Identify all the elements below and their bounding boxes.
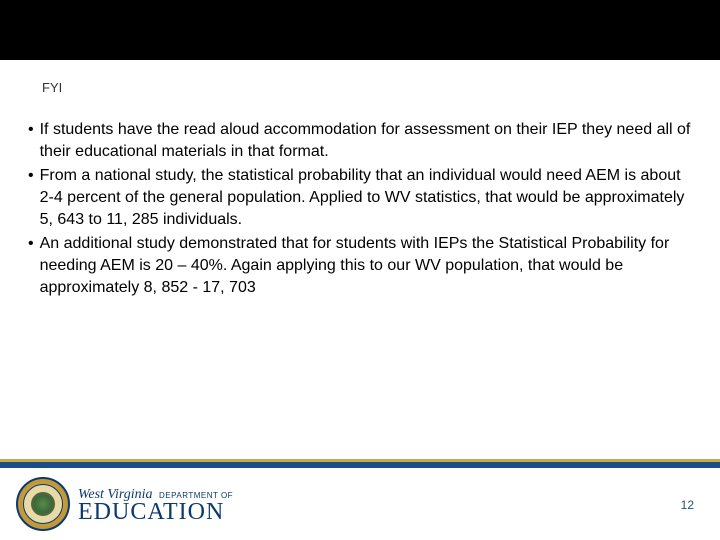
- bullet-marker: •: [28, 119, 40, 163]
- bullet-text: An additional study demonstrated that fo…: [40, 233, 692, 299]
- footer: West Virginia DEPARTMENT OF EDUCATION 12: [0, 459, 720, 540]
- footer-bar: West Virginia DEPARTMENT OF EDUCATION 12: [0, 468, 720, 540]
- header-black-bar: [0, 0, 720, 60]
- bullet-text: If students have the read aloud accommod…: [40, 119, 692, 163]
- page-number: 12: [681, 498, 694, 512]
- slide-title: FYI: [0, 60, 720, 95]
- logo-text-block: West Virginia DEPARTMENT OF EDUCATION: [78, 485, 233, 523]
- wv-state-seal-icon: [16, 477, 70, 531]
- bullet-item: • From a national study, the statistical…: [28, 165, 692, 231]
- content-area: • If students have the read aloud accomm…: [0, 95, 720, 299]
- bullet-marker: •: [28, 233, 40, 299]
- bullet-item: • An additional study demonstrated that …: [28, 233, 692, 299]
- logo-education: EDUCATION: [78, 501, 233, 523]
- bullet-item: • If students have the read aloud accomm…: [28, 119, 692, 163]
- bullet-marker: •: [28, 165, 40, 231]
- bullet-text: From a national study, the statistical p…: [40, 165, 692, 231]
